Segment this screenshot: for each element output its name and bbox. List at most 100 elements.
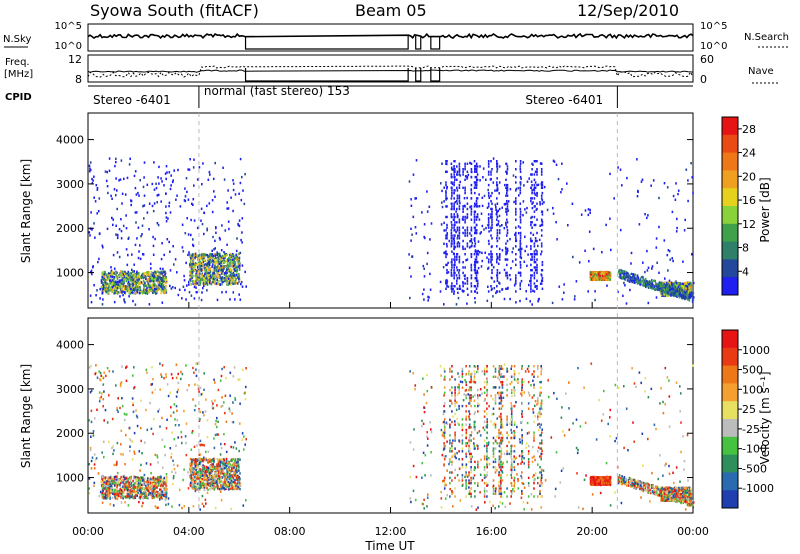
power-cell bbox=[194, 256, 196, 260]
power-cell bbox=[598, 274, 600, 277]
velocity-cell bbox=[171, 431, 173, 434]
velocity-cell bbox=[182, 478, 184, 482]
power-cell bbox=[129, 292, 132, 295]
power-cell bbox=[450, 166, 453, 169]
power-cell bbox=[533, 242, 536, 245]
power-cell bbox=[106, 283, 109, 286]
power-cell bbox=[217, 282, 220, 286]
power-cell bbox=[225, 290, 227, 294]
power-cell bbox=[604, 273, 607, 276]
power-cell bbox=[688, 283, 690, 286]
power-cell bbox=[533, 197, 536, 200]
power-cell bbox=[453, 258, 455, 261]
velocity-cell bbox=[120, 443, 122, 446]
power-cell bbox=[208, 170, 211, 174]
power-cell bbox=[657, 285, 660, 289]
power-cell bbox=[150, 273, 152, 276]
power-cell bbox=[136, 279, 139, 282]
velocity-cell bbox=[221, 404, 224, 407]
power-cell bbox=[609, 271, 611, 275]
power-cell bbox=[161, 286, 164, 289]
power-cell bbox=[177, 168, 179, 172]
power-cell bbox=[155, 273, 157, 276]
power-cell bbox=[533, 160, 536, 163]
power-cell bbox=[197, 257, 199, 260]
power-cell bbox=[681, 288, 683, 292]
power-cell bbox=[532, 163, 534, 166]
power-cell bbox=[233, 259, 235, 262]
power-cell bbox=[655, 287, 658, 291]
power-cell bbox=[169, 211, 172, 214]
power-cell bbox=[466, 302, 468, 305]
power-cell bbox=[170, 184, 172, 187]
power-cell bbox=[487, 213, 490, 216]
power-cell bbox=[541, 287, 544, 290]
power-cell bbox=[619, 168, 622, 171]
power-cell bbox=[153, 270, 156, 273]
power-cell bbox=[164, 270, 166, 273]
power-cell bbox=[477, 253, 480, 256]
power-cell bbox=[206, 227, 208, 230]
power-cell bbox=[451, 290, 453, 293]
power-cell bbox=[584, 249, 586, 252]
power-cell bbox=[459, 180, 461, 184]
power-cell bbox=[496, 210, 498, 213]
power-cell bbox=[453, 247, 455, 251]
power-cell bbox=[116, 234, 119, 237]
date-title: 12/Sep/2010 bbox=[577, 1, 679, 20]
power-cell bbox=[519, 191, 522, 195]
power-cell bbox=[161, 272, 164, 275]
velocity-cell bbox=[161, 416, 163, 420]
power-cell bbox=[228, 270, 231, 273]
power-cell bbox=[230, 279, 232, 283]
power-cell bbox=[188, 280, 190, 284]
power-cell bbox=[454, 160, 456, 163]
power-cell bbox=[674, 198, 677, 201]
power-cell bbox=[169, 269, 172, 272]
power-cell bbox=[89, 294, 92, 297]
velocity-cell bbox=[124, 418, 126, 422]
power-cell bbox=[142, 253, 145, 256]
power-cell bbox=[536, 250, 538, 253]
power-cell bbox=[464, 215, 466, 219]
power-cell bbox=[172, 245, 174, 248]
power-cell bbox=[112, 218, 114, 221]
power-cell bbox=[672, 259, 674, 263]
power-cell bbox=[110, 282, 112, 286]
power-cell bbox=[690, 294, 692, 297]
power-cell bbox=[676, 217, 678, 221]
power-cell bbox=[190, 264, 193, 268]
power-cell bbox=[237, 260, 240, 264]
power-cell bbox=[658, 288, 661, 292]
power-cell bbox=[138, 275, 141, 279]
power-cell bbox=[519, 271, 522, 275]
power-cell bbox=[163, 287, 165, 290]
power-cell bbox=[205, 277, 207, 280]
power-cell bbox=[196, 178, 199, 181]
freq-top-tick: 12 bbox=[68, 53, 82, 66]
power-cell bbox=[474, 202, 476, 205]
power-cell bbox=[663, 283, 666, 286]
power-cell bbox=[453, 202, 455, 205]
power-cell bbox=[455, 210, 457, 213]
power-cell bbox=[530, 269, 532, 272]
power-cell bbox=[679, 291, 682, 294]
power-cell bbox=[160, 257, 163, 261]
power-cell bbox=[656, 288, 659, 292]
power-cell bbox=[487, 290, 490, 293]
power-cell bbox=[113, 267, 116, 270]
power-cell bbox=[688, 299, 691, 302]
power-cell bbox=[118, 255, 121, 259]
power-cell bbox=[219, 254, 221, 257]
power-cell bbox=[114, 289, 116, 292]
power-cell bbox=[110, 269, 113, 272]
power-cell bbox=[151, 182, 154, 186]
power-cell bbox=[462, 285, 464, 288]
power-cell bbox=[453, 277, 455, 280]
power-cell bbox=[531, 269, 533, 272]
power-cell bbox=[466, 213, 469, 216]
power-cell bbox=[668, 285, 671, 288]
power-cell bbox=[238, 265, 240, 268]
velocity-cell bbox=[584, 421, 587, 425]
power-cell bbox=[154, 276, 157, 279]
